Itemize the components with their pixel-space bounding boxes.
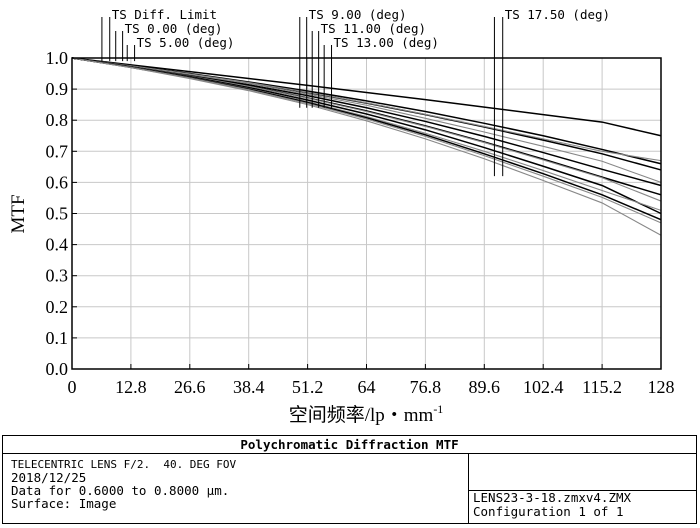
y-tick-label: 0.0 [46, 359, 69, 379]
legend-label: TS 13.00 (deg) [334, 35, 439, 50]
x-tick-label: 89.6 [469, 377, 501, 397]
info-file-name: LENS23-3-18.zmxv4.ZMX [473, 490, 632, 505]
mtf-curve-13 [71, 57, 662, 224]
info-date: 2018/12/25 [11, 470, 87, 485]
x-tick-label: 38.4 [233, 377, 265, 397]
info-lens-description: TELECENTRIC LENS F/2. 40. DEG FOV [11, 458, 237, 471]
y-tick-label: 0.6 [46, 172, 69, 192]
x-tick-label: 76.8 [410, 377, 442, 397]
x-tick-label: 102.4 [523, 377, 564, 397]
y-tick-label: 0.9 [46, 79, 69, 99]
x-axis-title-superscript: -1 [433, 402, 443, 416]
x-tick-label: 128 [648, 377, 675, 397]
y-tick-label: 0.8 [46, 110, 69, 130]
y-tick-label: 0.7 [46, 141, 69, 161]
legend-label: TS 17.50 (deg) [505, 7, 610, 22]
x-tick-label: 0 [68, 377, 77, 397]
legend-label: TS 0.00 (deg) [125, 21, 223, 36]
x-axis-title: 空间频率/lp・mm-1 [289, 402, 444, 426]
info-wavelength-range: Data for 0.6000 to 0.8000 µm. [11, 483, 230, 498]
info-text-block: TELECENTRIC LENS F/2. 40. DEG FOV 2018/1… [11, 458, 236, 510]
info-divider [468, 454, 469, 490]
y-tick-label: 0.4 [46, 235, 69, 255]
mtf-curve-1 [71, 57, 662, 137]
x-tick-label: 115.2 [582, 377, 622, 397]
legend-label: TS 9.00 (deg) [309, 7, 407, 22]
y-axis-title: MTF [8, 194, 29, 233]
x-tick-label: 12.8 [115, 377, 147, 397]
legend-label: TS 11.00 (deg) [321, 21, 426, 36]
x-tick-label: 26.6 [174, 377, 206, 397]
info-surface: Surface: Image [11, 496, 117, 511]
y-tick-label: 0.5 [46, 204, 69, 224]
info-file-box: LENS23-3-18.zmxv4.ZMX Configuration 1 of… [468, 490, 696, 523]
y-tick-label: 0.2 [46, 297, 69, 317]
info-title: Polychromatic Diffraction MTF [3, 436, 696, 454]
x-tick-label: 64 [358, 377, 376, 397]
x-tick-label: 51.2 [292, 377, 324, 397]
y-tick-label: 1.0 [46, 48, 69, 68]
info-configuration: Configuration 1 of 1 [473, 504, 624, 519]
info-panel: Polychromatic Diffraction MTF TELECENTRI… [2, 435, 697, 524]
mtf-curve-6 [71, 57, 662, 183]
y-tick-label: 0.1 [46, 328, 69, 348]
legend-label: TS Diff. Limit [112, 7, 217, 22]
y-tick-label: 0.3 [46, 266, 69, 286]
legend-label: TS 5.00 (deg) [137, 35, 235, 50]
